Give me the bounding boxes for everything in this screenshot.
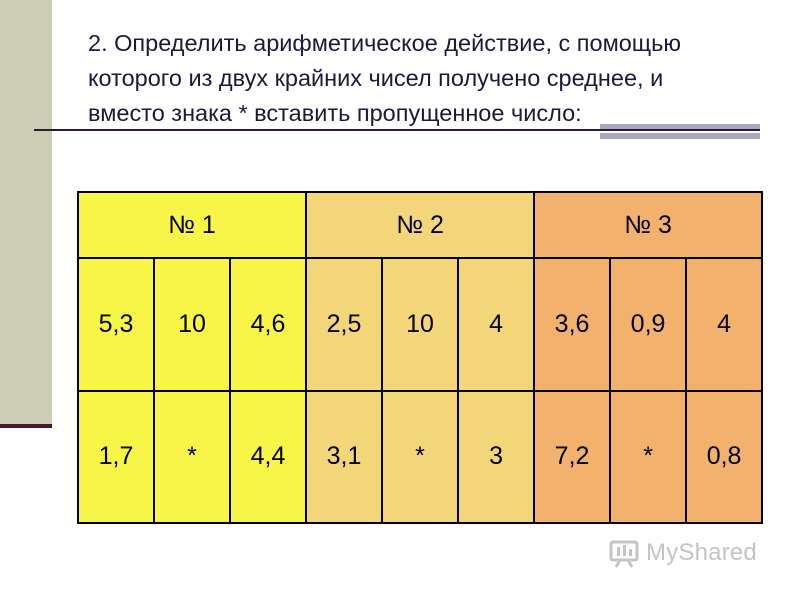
title-accent-bar-top [600, 124, 760, 129]
table-cell: 5,3 [77, 257, 155, 392]
number-table: № 1 № 2 № 3 5,3 10 4,6 2,5 10 4 3,6 0,9 … [76, 190, 764, 525]
table-cell: 3,1 [305, 389, 384, 525]
myshared-logo-icon [609, 540, 639, 568]
title-accent-bar-bottom [600, 133, 760, 139]
table-cell: 4 [457, 257, 536, 392]
table-cell: 2,5 [305, 257, 384, 392]
table-row: 5,3 10 4,6 2,5 10 4 3,6 0,9 4 [77, 257, 764, 392]
table-cell: 7,2 [533, 389, 612, 525]
watermark: MyShared [608, 537, 757, 569]
table-cell-missing: * [609, 389, 688, 525]
header-group-3: № 3 [533, 190, 764, 260]
table-row: 1,7 * 4,4 3,1 * 3 7,2 * 0,8 [77, 389, 764, 525]
title-rule [34, 129, 760, 131]
title-line-1: 2. Определить арифметическое действие, с… [88, 30, 682, 56]
table-cell: 0,8 [685, 389, 764, 525]
table-cell: 3 [457, 389, 536, 525]
table-cell: 4,4 [228, 389, 308, 525]
table-cell-missing: * [381, 389, 460, 525]
title-line-3: вместо знака * вставить пропущенное числ… [88, 100, 582, 126]
table-cell: 1,7 [77, 389, 155, 525]
header-group-2: № 2 [305, 190, 536, 260]
table-cell: 10 [153, 257, 231, 392]
table-header-row: № 1 № 2 № 3 [76, 190, 764, 260]
header-group-1: № 1 [76, 190, 308, 260]
table-cell: 3,6 [533, 257, 612, 392]
table-cell: 4,6 [228, 257, 308, 392]
left-decor-underline [0, 424, 52, 428]
title-line-2: которого из двух крайних чисел получено … [88, 65, 664, 91]
table-cell: 10 [381, 257, 460, 392]
task-title: 2. Определить арифметическое действие, с… [88, 26, 778, 131]
table-cell-missing: * [153, 389, 231, 525]
table-cell: 0,9 [609, 257, 688, 392]
left-decor-bar [0, 0, 52, 424]
table-cell: 4 [685, 257, 764, 392]
watermark-text: MyShared [646, 539, 757, 566]
